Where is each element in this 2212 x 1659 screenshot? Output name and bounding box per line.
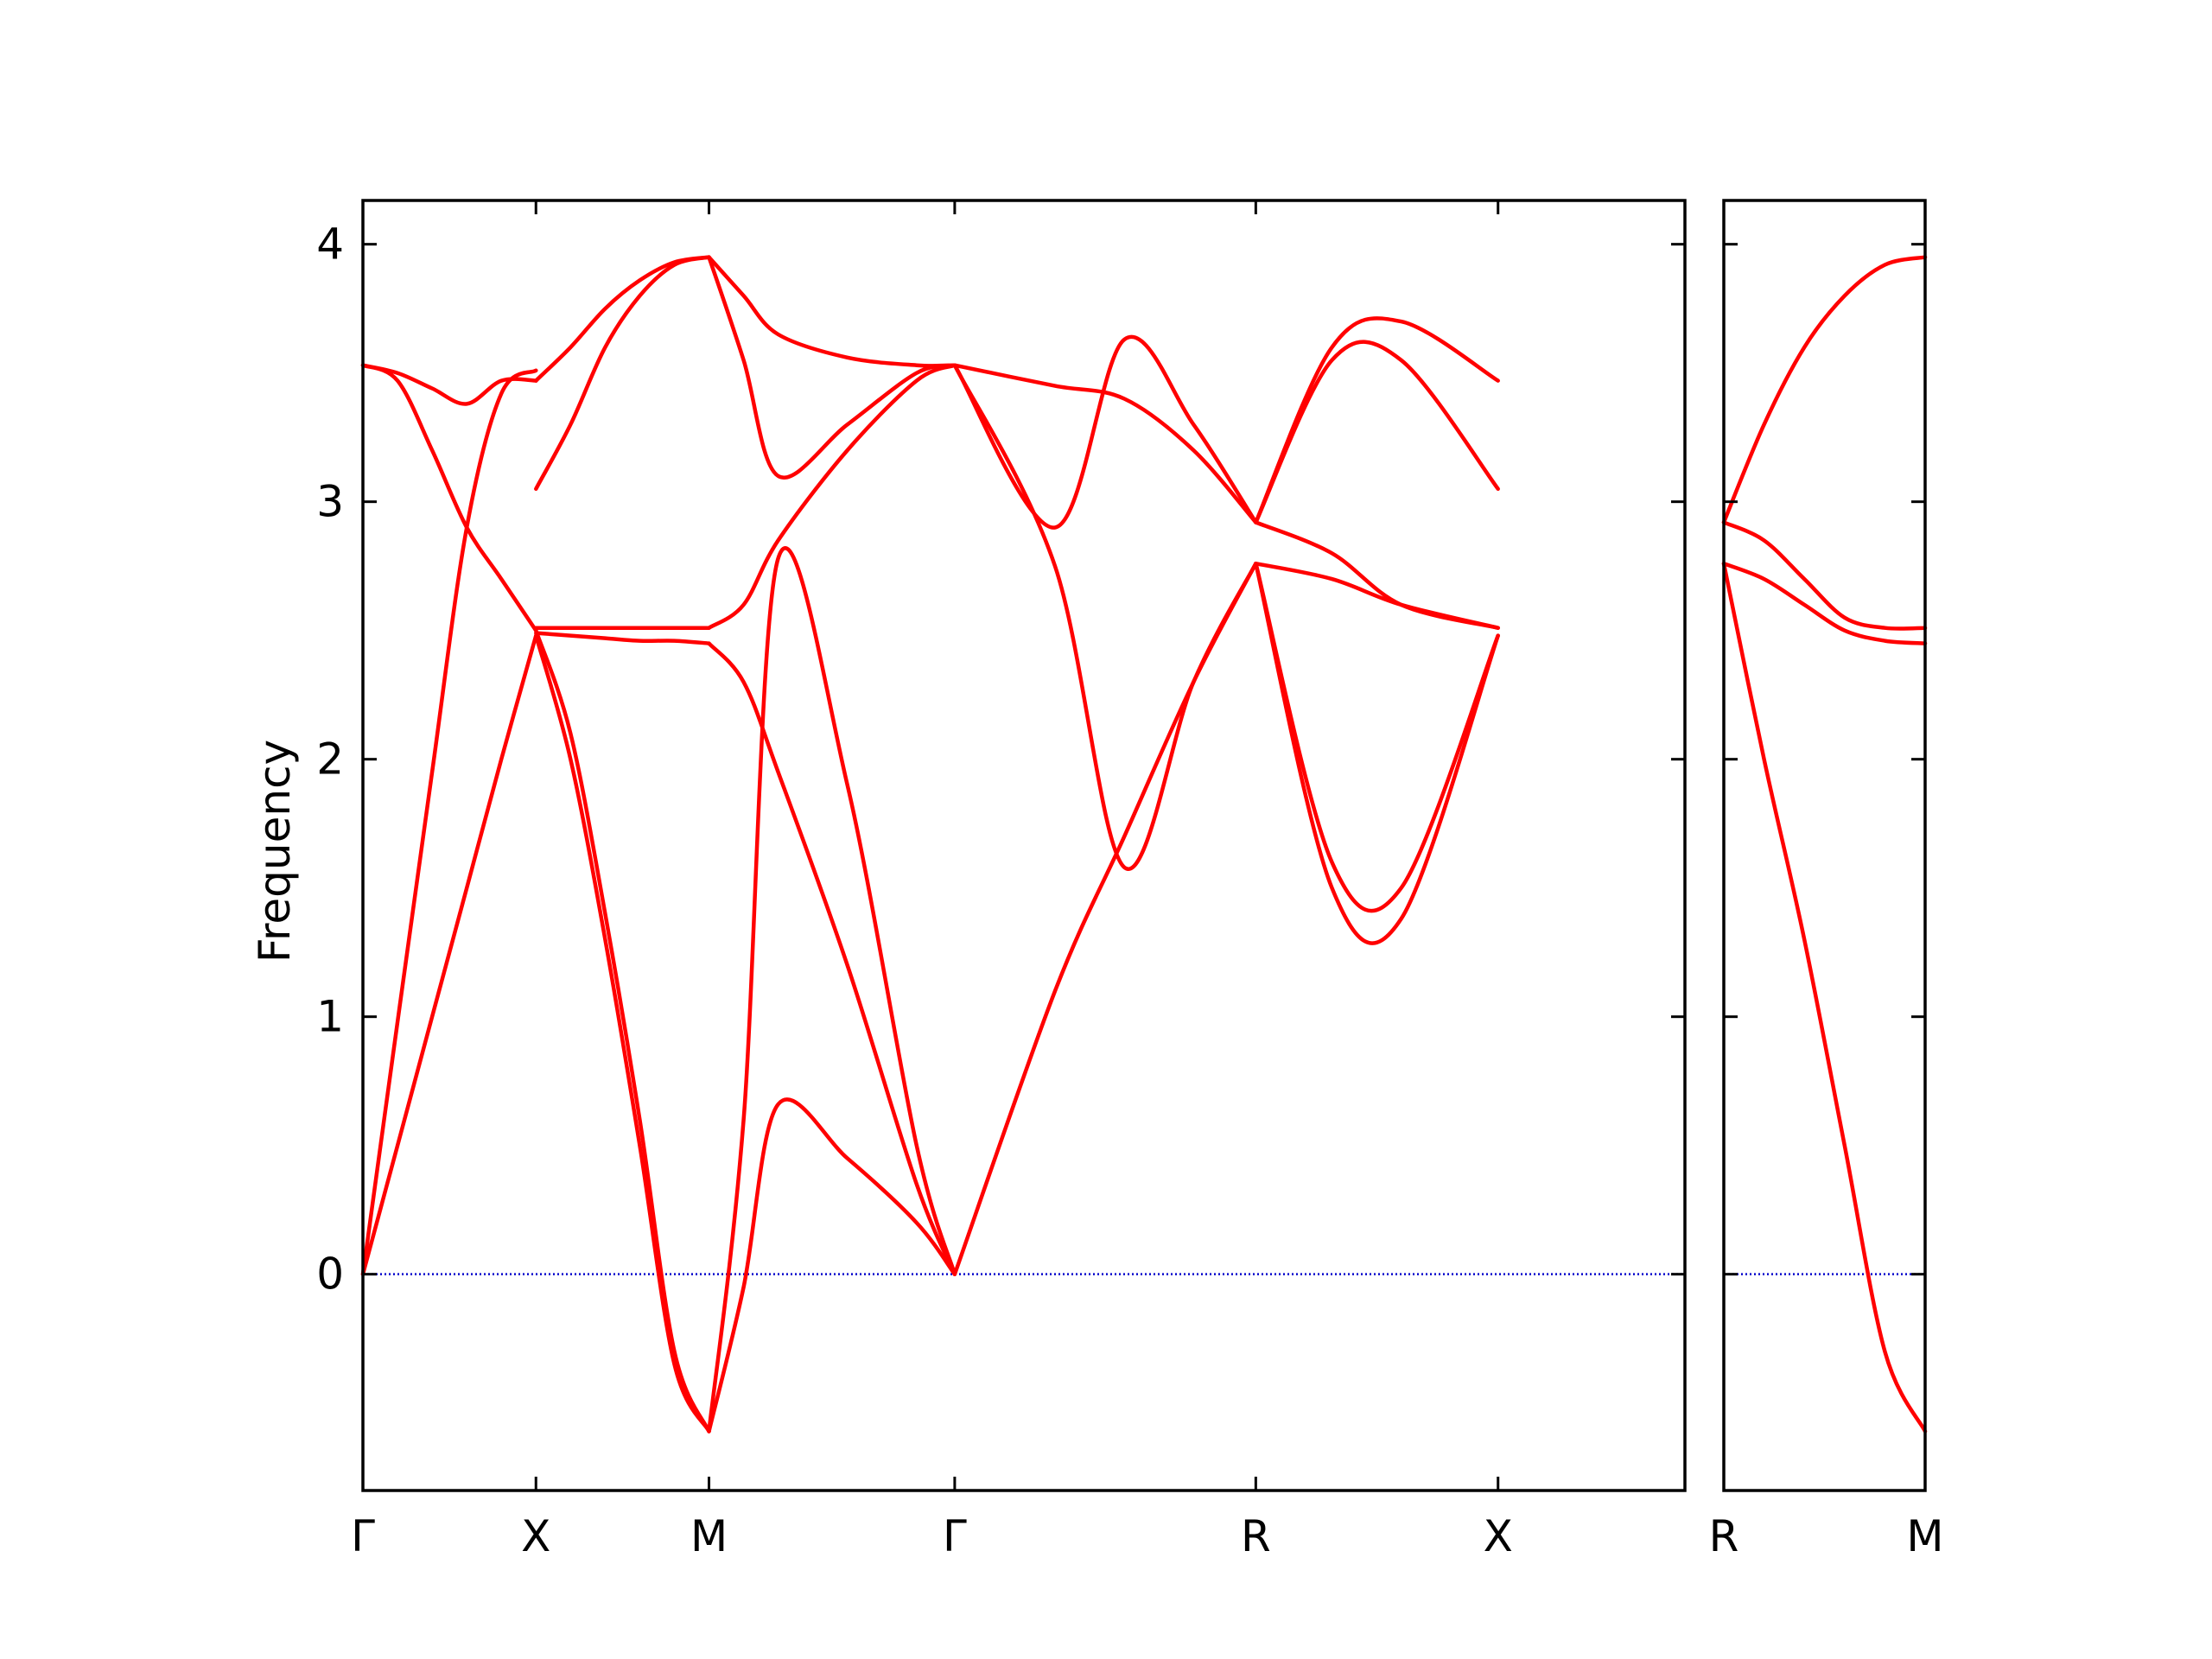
band-series-22 bbox=[1254, 316, 1500, 524]
band-series-26 bbox=[1254, 561, 1500, 945]
band-series-1 bbox=[1721, 255, 1928, 524]
y-tick-label: 3 bbox=[316, 477, 344, 527]
x-tick-label: Γ bbox=[943, 1511, 967, 1561]
band-series-19 bbox=[952, 334, 1258, 530]
band-series-23 bbox=[1254, 520, 1500, 630]
band-series-10 bbox=[534, 628, 711, 1433]
band-series-24 bbox=[1254, 561, 1500, 630]
band-series-2 bbox=[360, 633, 538, 1276]
band-series-4 bbox=[360, 363, 538, 632]
band-series-4 bbox=[1721, 561, 1928, 1433]
band-series-14 bbox=[707, 546, 957, 1433]
band-series-13 bbox=[707, 363, 957, 630]
x-tick-label: M bbox=[1906, 1511, 1943, 1561]
band-series-8 bbox=[534, 631, 711, 645]
y-axis-label: Frequency bbox=[250, 740, 300, 963]
band-series-9 bbox=[534, 633, 711, 1433]
band-series-17 bbox=[952, 561, 1258, 1276]
y-tick-label: 4 bbox=[316, 219, 344, 270]
y-tick-label: 0 bbox=[316, 1249, 344, 1300]
band-series-20 bbox=[952, 363, 1258, 524]
plot-frame bbox=[361, 199, 1687, 1492]
band-series-12 bbox=[707, 255, 957, 368]
band-series-3 bbox=[360, 363, 538, 406]
band-series-18 bbox=[952, 363, 1258, 871]
panel-main: 0 1 2 3 4 Γ X M Γ R X bbox=[316, 199, 1687, 1561]
x-tick-label: X bbox=[1484, 1511, 1513, 1561]
y-tick-label: 1 bbox=[316, 992, 344, 1042]
band-series-2 bbox=[1721, 520, 1928, 631]
band-series-1 bbox=[360, 368, 538, 1276]
band-series-3 bbox=[1721, 561, 1928, 645]
x-tick-label: Γ bbox=[351, 1511, 375, 1561]
band-series-6 bbox=[534, 255, 711, 383]
band-series-25 bbox=[1254, 561, 1500, 913]
y-tick-label: 2 bbox=[316, 734, 344, 785]
band-series-11 bbox=[707, 255, 957, 480]
x-tick-label: R bbox=[1709, 1511, 1739, 1561]
x-tick-label: X bbox=[521, 1511, 550, 1561]
plot-frame bbox=[1722, 199, 1927, 1492]
x-tick-label: R bbox=[1241, 1511, 1271, 1561]
band-series-16 bbox=[707, 641, 957, 1276]
band-series-5 bbox=[534, 255, 711, 492]
x-tick-label: M bbox=[690, 1511, 728, 1561]
band-series-15 bbox=[707, 1097, 957, 1433]
